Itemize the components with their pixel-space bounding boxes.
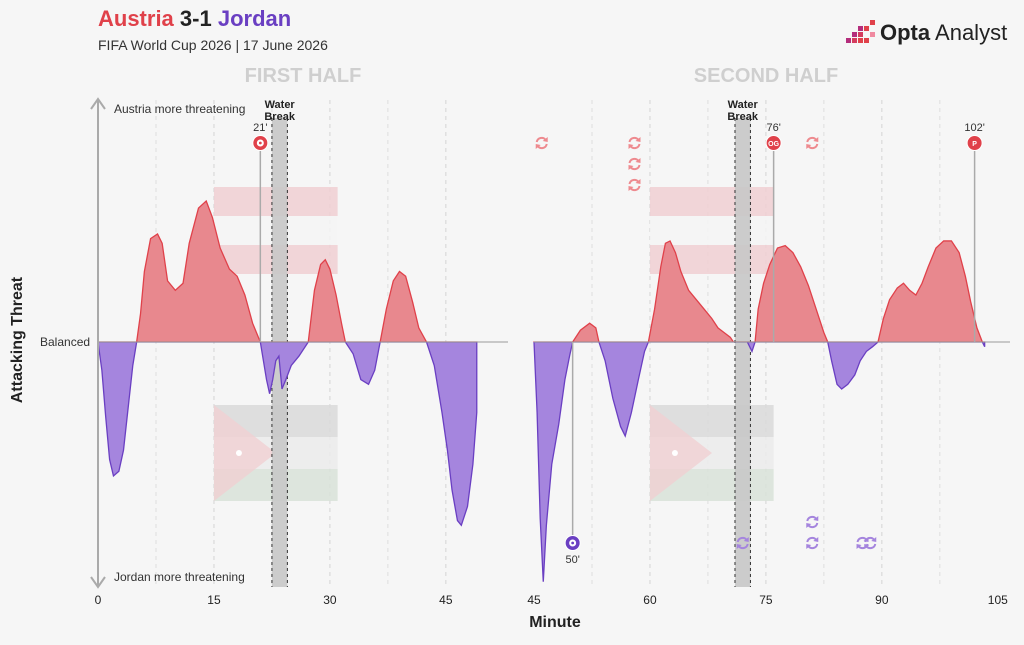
y-axis-label: Attacking Threat — [9, 276, 26, 404]
jordan-flag-star — [235, 450, 242, 456]
sub-arrowhead — [635, 137, 641, 142]
sub-arrowhead — [542, 137, 548, 142]
goal-marker-text: OG — [768, 141, 779, 148]
goal-minute-label: 102' — [964, 122, 984, 134]
substitution-icon — [628, 136, 641, 150]
sub-arrowhead — [813, 137, 819, 142]
water-break-label: Water — [728, 99, 759, 111]
sub-arrowhead — [813, 537, 819, 542]
logo-text-bold: Opta — [880, 20, 931, 45]
y-mid-label: Balanced — [40, 335, 90, 349]
goal-marker-text: P — [972, 141, 977, 148]
chart-title: Austria 3-1 Jordan — [98, 6, 291, 32]
half-label: SECOND HALF — [694, 65, 838, 87]
sub-arrowhead — [743, 537, 749, 542]
substitution-icon — [628, 178, 641, 192]
sub-arrowhead — [813, 516, 819, 521]
sub-arrowhead — [628, 186, 634, 191]
sub-arrowhead — [736, 544, 742, 549]
goal-minute-label: 21' — [253, 122, 267, 134]
chart-subtitle: FIFA World Cup 2026 | 17 June 2026 — [98, 37, 328, 53]
score: 3-1 — [179, 6, 212, 31]
austria-flag-band — [649, 216, 774, 245]
x-tick-label: 75 — [759, 593, 773, 607]
x-axis-label: Minute — [529, 614, 581, 631]
goal-minute-label: 50' — [565, 554, 579, 566]
water-break-band — [734, 118, 751, 587]
substitution-icon — [806, 136, 819, 150]
logo-text-light: Analyst — [935, 20, 1008, 45]
goal-minute-label: 76' — [766, 122, 780, 134]
sub-arrowhead — [635, 179, 641, 184]
home-team: Austria — [98, 6, 174, 31]
away-team: Jordan — [217, 6, 292, 31]
y-axis: Austria more threatening Jordan more thre… — [40, 97, 245, 589]
water-break-label: Water — [265, 99, 296, 111]
x-tick-label: 90 — [875, 593, 889, 607]
x-tick-label: 60 — [643, 593, 657, 607]
sub-arrowhead — [806, 144, 812, 149]
sub-arrowhead — [628, 144, 634, 149]
ball-icon-center — [258, 141, 262, 145]
substitution-icon — [806, 515, 819, 529]
austria-threat-area — [97, 199, 478, 342]
austria-threat-area — [533, 240, 986, 342]
opta-logo-icon — [846, 20, 875, 43]
substitution-icon — [736, 536, 749, 550]
sub-arrowhead — [806, 523, 812, 528]
y-top-label: Austria more threatening — [114, 102, 245, 116]
jordan-flag-star — [671, 450, 678, 456]
opta-analyst-logo: Opta Analyst — [846, 18, 1008, 50]
x-tick-label: 15 — [207, 593, 221, 607]
water-break-label: Break — [727, 111, 758, 123]
y-axis-arrow-down — [90, 576, 106, 589]
half-label: FIRST HALF — [245, 65, 362, 87]
sub-arrowhead — [535, 144, 541, 149]
x-tick-label: 105 — [988, 593, 1008, 607]
sub-arrowhead — [628, 165, 634, 170]
sub-arrowhead — [871, 537, 877, 542]
austria-flag-band — [649, 187, 774, 216]
y-bottom-label: Jordan more threatening — [114, 570, 245, 584]
substitution-icon — [628, 157, 641, 171]
goal-marker — [765, 135, 782, 151]
jordan-flag-triangle — [649, 405, 712, 501]
ball-icon-center — [571, 541, 575, 545]
x-tick-label: 0 — [95, 593, 102, 607]
substitution-icon — [864, 536, 877, 550]
sub-arrowhead — [635, 158, 641, 163]
x-tick-label: 30 — [323, 593, 337, 607]
x-tick-label: 45 — [439, 593, 453, 607]
jordan-threat-area — [97, 342, 478, 527]
sub-arrowhead — [856, 544, 862, 549]
substitution-icon — [535, 136, 548, 150]
y-axis-arrow-up — [90, 97, 106, 110]
water-break-label: Break — [264, 111, 295, 123]
goal-marker — [966, 135, 983, 151]
sub-arrowhead — [864, 544, 870, 549]
sub-arrowhead — [806, 544, 812, 549]
substitution-icon — [806, 536, 819, 550]
jordan-flag-triangle — [213, 405, 276, 501]
x-tick-label: 45 — [527, 593, 541, 607]
